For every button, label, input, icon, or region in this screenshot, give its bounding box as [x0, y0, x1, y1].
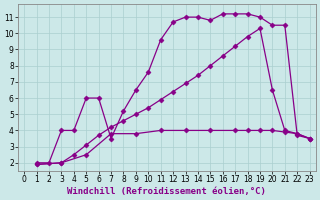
X-axis label: Windchill (Refroidissement éolien,°C): Windchill (Refroidissement éolien,°C): [68, 187, 266, 196]
